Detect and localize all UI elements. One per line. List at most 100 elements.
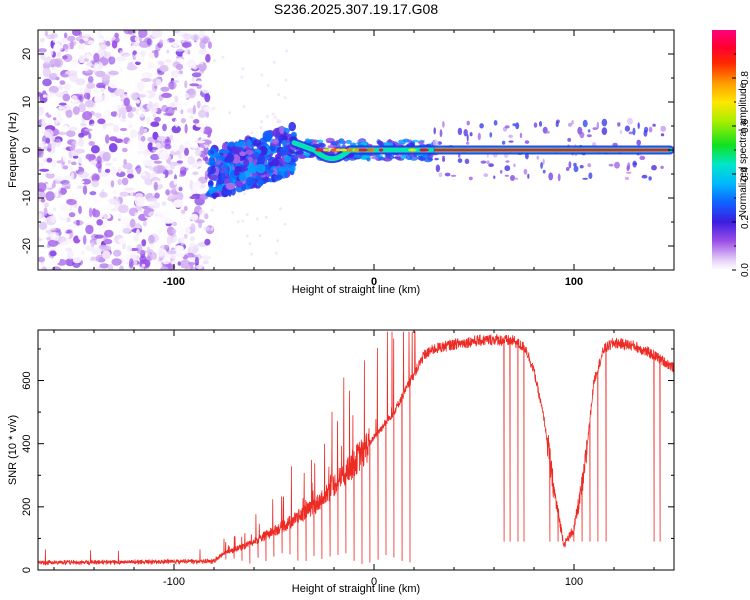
noise-blob (49, 58, 61, 67)
noise-blob (150, 146, 159, 151)
noise-blob (69, 61, 80, 68)
noise-blob (58, 102, 67, 106)
signal-streak (536, 155, 540, 160)
noise-blob (176, 160, 184, 164)
noise-blob (123, 30, 134, 35)
noise-blob (187, 202, 194, 209)
noise-blob (109, 200, 121, 206)
signal-blob (238, 172, 247, 182)
noise-blob (91, 175, 96, 182)
noise-blob (190, 34, 200, 41)
signal-blob (295, 150, 304, 155)
noise-blob (42, 78, 52, 87)
signal-streak (636, 139, 641, 146)
noise-blob (82, 66, 90, 72)
colorbar: 0.0 0.2 0.4 0.6 0.8 Normalized spectral ampl… (712, 30, 750, 277)
signal-blob (208, 186, 218, 195)
noise-blob (67, 159, 71, 164)
noise-blob (164, 144, 172, 150)
noise-blob (114, 88, 125, 97)
noise-blob (82, 185, 88, 195)
noise-blob (191, 141, 198, 149)
noise-blob (179, 173, 184, 178)
noise-blob (189, 83, 200, 87)
noise-blob (180, 236, 185, 246)
signal-blob (243, 158, 249, 168)
signal-blob (223, 169, 228, 174)
noise-blob (44, 30, 49, 37)
noise-blob (171, 80, 180, 83)
noise-blob (118, 204, 129, 214)
signal-blob (234, 169, 239, 176)
noise-blob (104, 168, 111, 173)
noise-blob (152, 131, 159, 140)
signal-streak (632, 127, 636, 136)
noise-blob (72, 257, 82, 264)
noise-blob (172, 42, 178, 48)
noise-blob (46, 157, 53, 163)
signal-streak (567, 122, 573, 127)
noise-dot (221, 55, 225, 59)
signal-streak (545, 130, 550, 134)
signal-streak (434, 157, 439, 161)
noise-blob (130, 129, 138, 139)
noise-blob (180, 36, 185, 44)
noise-blob (172, 145, 178, 153)
x-tick-label: 0 (371, 276, 377, 288)
signal-streak (508, 140, 514, 143)
noise-blob (96, 219, 103, 226)
signal-streak (565, 167, 570, 171)
noise-blob (118, 166, 122, 174)
noise-blob (84, 128, 93, 132)
signal-blob (254, 151, 260, 158)
noise-blob (127, 112, 134, 119)
noise-blob (163, 219, 174, 224)
noise-dot (240, 75, 244, 79)
noise-dot (272, 60, 276, 64)
noise-blob (118, 237, 128, 245)
noise-blob (53, 117, 57, 121)
tone-hotspot (361, 148, 368, 152)
noise-blob (53, 254, 60, 264)
noise-blob (124, 187, 136, 192)
noise-dot (245, 213, 249, 217)
noise-blob (95, 38, 105, 44)
signal-streak (444, 172, 451, 177)
signal-blob (316, 139, 324, 143)
noise-blob (45, 191, 55, 202)
noise-blob (90, 145, 100, 154)
noise-dot (266, 83, 270, 87)
signal-blob (311, 139, 319, 143)
noise-blob (65, 247, 73, 251)
noise-dot (264, 215, 268, 219)
noise-blob (181, 42, 192, 48)
noise-blob (204, 170, 209, 180)
colorbar-label: Normalized spectral amplitude (738, 82, 749, 217)
noise-blob (182, 33, 192, 40)
noise-blob (105, 35, 116, 41)
noise-blob (86, 82, 96, 89)
noise-blob (88, 141, 95, 146)
signal-blob (272, 127, 281, 138)
noise-blob (38, 213, 42, 218)
signal-streak (627, 117, 633, 125)
signal-blob (288, 121, 297, 132)
signal-streak (619, 130, 623, 134)
noise-blob (176, 104, 182, 112)
signal-streak (542, 169, 546, 174)
noise-blob (69, 40, 74, 50)
noise-blob (38, 232, 49, 239)
noise-blob (89, 191, 97, 196)
noise-blob (79, 95, 83, 101)
noise-blob (84, 58, 90, 62)
noise-blob (69, 166, 73, 173)
signal-blob (327, 144, 337, 149)
signal-blob (248, 165, 258, 174)
signal-streak (469, 132, 473, 137)
noise-blob (94, 112, 102, 119)
noise-blob (204, 238, 211, 246)
noise-blob (42, 67, 51, 78)
noise-dot (242, 105, 246, 109)
noise-blob (93, 174, 100, 181)
